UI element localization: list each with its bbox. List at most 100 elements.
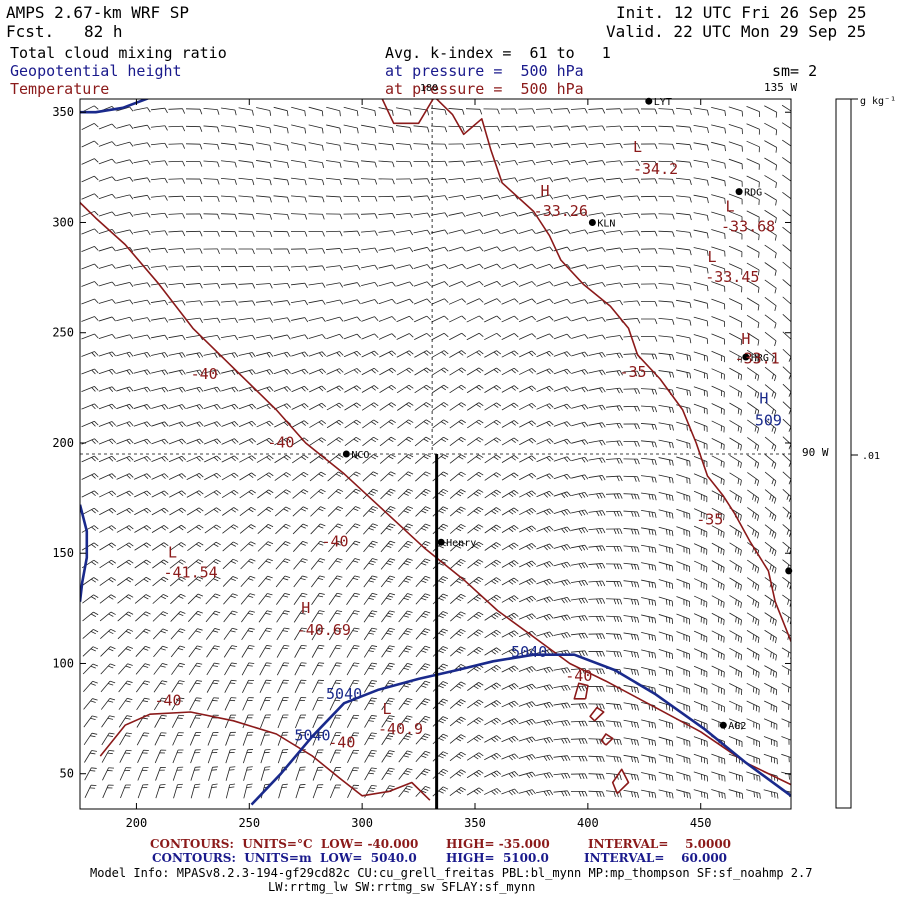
wind-barb-flag xyxy=(578,546,583,552)
wind-barb-flag xyxy=(266,370,271,375)
wind-barb xyxy=(119,732,127,746)
wind-barb-flag xyxy=(125,630,131,634)
wind-barb-flag xyxy=(91,732,98,735)
wind-barb-flag xyxy=(616,405,620,411)
wind-barb-flag xyxy=(421,772,427,776)
wind-barb xyxy=(83,698,93,710)
wind-barb-flag xyxy=(478,734,484,739)
wind-barb xyxy=(658,125,673,128)
wind-barb-flag xyxy=(283,421,289,427)
wind-barb-flag xyxy=(251,438,257,443)
wind-barb-flag xyxy=(462,160,466,167)
wind-barb-flag xyxy=(786,581,790,588)
wind-barb xyxy=(500,142,516,146)
wind-barb-flag xyxy=(461,263,466,269)
wind-barb-flag xyxy=(144,370,148,376)
wind-barb xyxy=(518,281,533,287)
wind-barb-flag xyxy=(178,422,184,428)
wind-barb-flag xyxy=(578,598,583,604)
wind-barb-flag xyxy=(370,490,376,494)
wind-barb xyxy=(711,753,725,760)
wind-barb-flag xyxy=(147,160,151,166)
wind-barb xyxy=(746,367,760,376)
wind-barb-flag xyxy=(458,473,464,477)
wind-barb-flag xyxy=(94,403,99,409)
wind-barb-flag xyxy=(266,645,272,647)
wind-barb-flag xyxy=(403,545,409,548)
wind-barb-flag xyxy=(147,195,151,201)
wind-barb xyxy=(329,784,337,799)
wind-barb-flag xyxy=(251,472,257,477)
wind-barb-flag xyxy=(109,680,116,684)
wind-barb-flag xyxy=(301,644,307,647)
wind-barb-flag xyxy=(178,578,184,582)
wind-barb-flag xyxy=(164,300,169,306)
x-tick-label: 300 xyxy=(351,816,373,830)
wind-barb-flag xyxy=(616,493,620,499)
wind-barb-flag xyxy=(757,392,760,399)
wind-barb xyxy=(189,680,197,693)
wind-barb-flag xyxy=(403,755,409,758)
wind-barb xyxy=(379,454,392,464)
wind-barb-flag xyxy=(426,264,431,269)
wind-barb xyxy=(276,593,285,605)
wind-barb xyxy=(361,142,375,146)
wind-barb-flag xyxy=(247,665,253,667)
wind-barb xyxy=(466,298,480,305)
wind-barb xyxy=(448,194,463,199)
wind-barb-flag xyxy=(199,231,203,237)
wind-barb-flag xyxy=(529,755,534,760)
wind-barb xyxy=(536,229,550,234)
wind-barb-flag xyxy=(514,735,519,741)
wind-barb-flag xyxy=(409,161,413,167)
wind-barb-flag xyxy=(581,387,586,393)
wind-barb-flag xyxy=(284,610,290,613)
wind-barb-flag xyxy=(792,236,794,241)
wind-barb-flag xyxy=(318,490,324,495)
wind-barb-flag xyxy=(752,651,755,658)
wind-barb xyxy=(588,598,603,600)
wind-barb-flag xyxy=(216,421,221,426)
wind-barb-flag xyxy=(128,577,134,581)
wind-barb-flag xyxy=(584,316,589,322)
wind-barb xyxy=(658,387,673,391)
wind-barb-flag xyxy=(787,599,790,605)
wind-barb xyxy=(693,229,708,234)
wind-barb xyxy=(693,386,708,392)
wind-barb xyxy=(501,753,515,760)
wind-barb-flag xyxy=(686,442,688,449)
wind-barb xyxy=(241,610,250,623)
wind-barb-flag xyxy=(683,791,685,798)
wind-barb-flag xyxy=(460,489,466,493)
wind-barb xyxy=(256,317,270,321)
wind-barb-flag xyxy=(251,489,256,494)
wind-barb xyxy=(536,508,550,515)
y-tick-label: 300 xyxy=(52,215,74,229)
wind-barb xyxy=(432,419,444,429)
wind-barb-flag xyxy=(147,299,151,305)
wind-barb-flag xyxy=(514,718,519,723)
wind-barb xyxy=(693,508,708,515)
wind-barb-flag xyxy=(180,611,186,614)
wind-barb xyxy=(413,246,428,252)
wind-barb xyxy=(136,680,145,693)
wind-barb xyxy=(238,195,253,198)
wind-barb-flag xyxy=(421,562,427,566)
wind-barb-flag xyxy=(669,459,671,466)
wind-barb-flag xyxy=(321,368,327,374)
wind-barb xyxy=(98,455,113,463)
wind-barb-flag xyxy=(304,145,307,151)
wind-barb-flag xyxy=(109,732,115,735)
wind-barb-flag xyxy=(368,755,374,757)
wind-barb xyxy=(553,772,568,776)
wind-barb-flag xyxy=(164,456,169,461)
wind-barb-flag xyxy=(738,355,740,362)
wind-barb xyxy=(258,593,268,605)
wind-barb xyxy=(379,350,392,358)
wind-barb-flag xyxy=(479,246,484,252)
wind-barb-flag xyxy=(129,456,134,461)
wind-barb xyxy=(397,488,409,500)
wind-barb-flag xyxy=(549,666,554,672)
wind-barb xyxy=(347,732,354,746)
wind-barb-flag xyxy=(371,680,377,682)
